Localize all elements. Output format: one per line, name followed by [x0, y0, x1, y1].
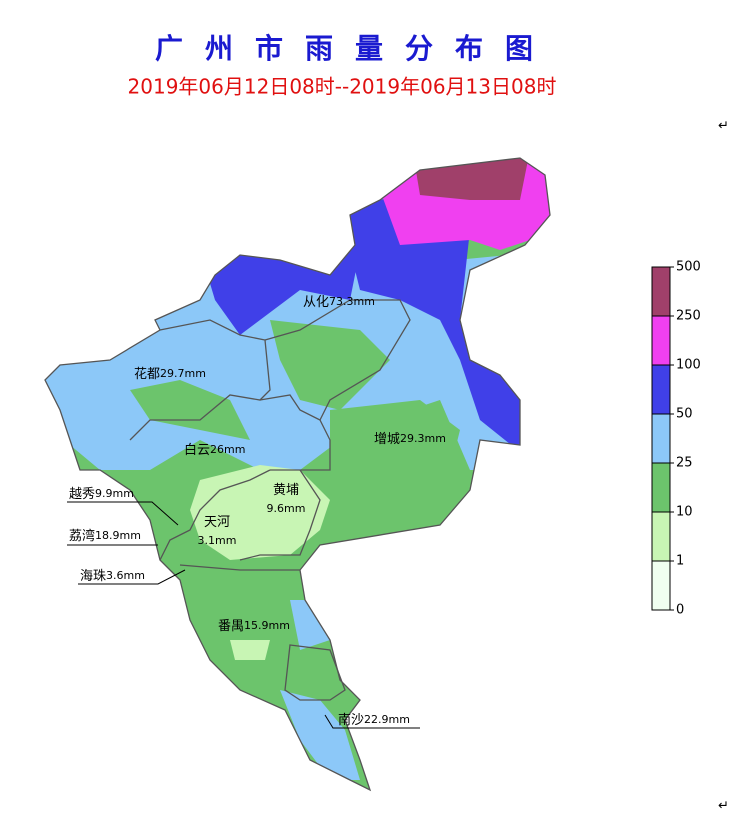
legend-band — [651, 266, 671, 317]
district-rain: 26mm — [210, 443, 245, 456]
district-name: 黄埔 — [273, 483, 299, 498]
leaders — [67, 501, 420, 729]
district-label: 越秀9.9mm — [69, 487, 134, 502]
legend-label: 100 — [676, 358, 701, 373]
district-name: 增城 — [374, 432, 400, 447]
district-name: 白云 — [184, 442, 210, 458]
map-title: 广州市雨量分布图 — [155, 32, 555, 65]
district-borders — [44, 157, 551, 791]
district-rain: 18.9mm — [95, 529, 141, 542]
legend-band — [651, 511, 671, 562]
legend-label: 1 — [676, 554, 684, 569]
rain-fill — [45, 158, 550, 790]
district-name: 花都 — [134, 366, 160, 382]
district-label: 番禺15.9mm — [218, 619, 290, 634]
district-label: 白云26mm — [184, 442, 245, 458]
legend-label: 50 — [676, 407, 693, 422]
district-name: 荔湾 — [69, 528, 95, 544]
district-rain: 29.7mm — [160, 367, 206, 380]
district-rain: 29.3mm — [400, 432, 446, 445]
legend-band — [651, 413, 671, 464]
district-name: 海珠 — [80, 569, 106, 584]
district-name: 越秀 — [69, 487, 95, 502]
district-rain: 73.3mm — [329, 295, 375, 308]
legend-label: 500 — [676, 260, 701, 275]
legend-band — [651, 560, 671, 611]
legend-label: 250 — [676, 309, 701, 324]
legend-band — [651, 315, 671, 366]
district-name: 从化 — [303, 295, 329, 310]
legend-label: 0 — [676, 603, 684, 618]
district-rain: 9.6mm — [267, 502, 306, 515]
legend-label: 25 — [676, 456, 693, 471]
district-label: 天河 3.1mm — [198, 515, 237, 548]
district-label: 花都29.7mm — [134, 366, 206, 382]
district-rain: 15.9mm — [244, 619, 290, 632]
district-label: 增城29.3mm — [374, 432, 446, 447]
district-rain: 9.9mm — [95, 487, 134, 500]
district-name: 天河 — [204, 515, 230, 530]
district-label: 黄埔 9.6mm — [267, 483, 306, 516]
district-rain: 3.1mm — [198, 534, 237, 547]
legend-label: 10 — [676, 505, 693, 520]
mark: ↵ — [718, 119, 729, 134]
legend-band — [651, 364, 671, 415]
district-label: 海珠3.6mm — [80, 569, 145, 584]
district-rain: 3.6mm — [106, 569, 145, 582]
mark: ↵ — [718, 799, 729, 814]
district-label: 南沙22.9mm — [338, 712, 410, 728]
legend-band — [651, 462, 671, 513]
district-rain: 22.9mm — [364, 713, 410, 726]
map-subtitle: 2019年06月12日08时--2019年06月13日08时 — [128, 75, 557, 99]
district-name: 番禺 — [218, 619, 244, 634]
district-label: 荔湾18.9mm — [69, 528, 141, 544]
district-label: 从化73.3mm — [303, 295, 375, 310]
district-name: 南沙 — [338, 712, 364, 728]
